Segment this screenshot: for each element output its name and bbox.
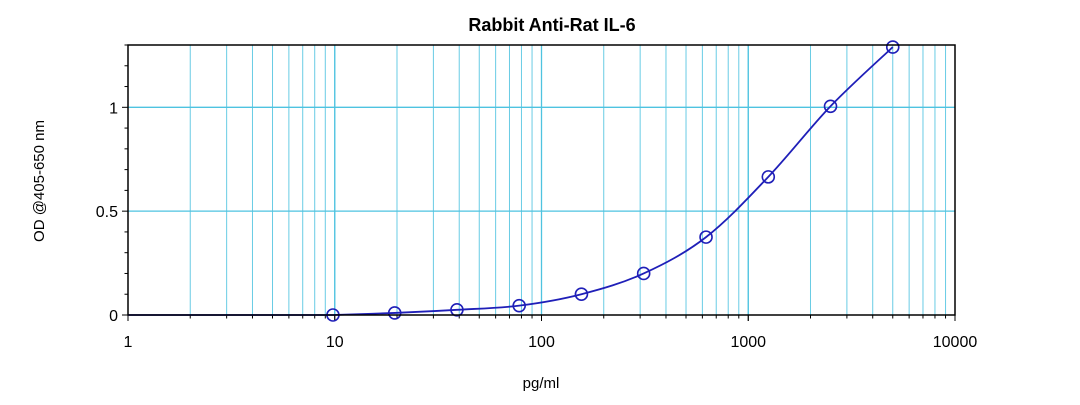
y-tick-label: 1 bbox=[109, 100, 118, 117]
data-point bbox=[823, 99, 838, 114]
y-tick-label: 0 bbox=[109, 308, 118, 325]
data-points bbox=[326, 40, 900, 322]
plot-frame bbox=[127, 44, 956, 316]
ticks bbox=[122, 44, 956, 321]
data-point bbox=[885, 40, 900, 54]
x-tick-label: 10000 bbox=[933, 334, 978, 351]
data-point bbox=[636, 266, 651, 281]
data-point bbox=[761, 170, 776, 184]
data-point bbox=[512, 298, 526, 313]
y-tick-label: 0.5 bbox=[96, 204, 118, 221]
x-tick-label: 10 bbox=[326, 334, 344, 351]
fit-curve bbox=[128, 46, 894, 316]
x-tick-label: 1000 bbox=[730, 334, 766, 351]
data-point bbox=[574, 287, 589, 302]
tick-labels: 1 10 100 1000 10000 0 0.5 1 bbox=[96, 100, 978, 351]
x-tick-label: 100 bbox=[528, 334, 555, 351]
data-point bbox=[450, 303, 464, 317]
data-point bbox=[387, 306, 402, 320]
x-tick-label: 1 bbox=[124, 334, 133, 351]
grid bbox=[128, 45, 955, 315]
data-point bbox=[699, 230, 713, 244]
x-axis-label: pg/ml bbox=[523, 375, 560, 392]
y-axis-label: OD @405-650 nm bbox=[31, 120, 48, 242]
chart-title: Rabbit Anti-Rat IL-6 bbox=[468, 15, 635, 35]
